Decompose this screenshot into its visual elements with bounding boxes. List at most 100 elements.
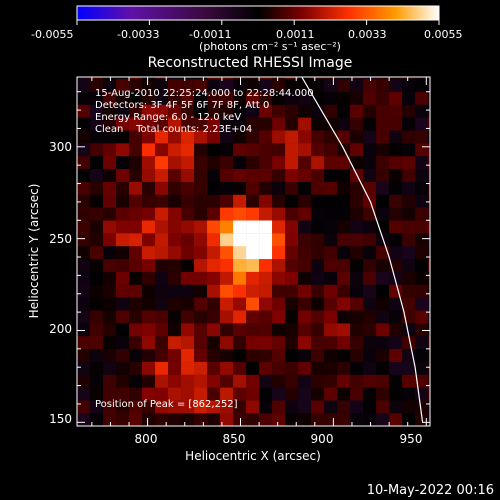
heatmap-cell	[285, 194, 299, 208]
heatmap-cell	[194, 91, 208, 105]
heatmap-cell	[272, 220, 286, 234]
heatmap-cell	[285, 335, 299, 350]
heatmap-cell	[389, 361, 403, 375]
heatmap-cell	[77, 207, 91, 221]
heatmap-cell	[233, 413, 247, 426]
heatmap-cell	[220, 271, 234, 285]
heatmap-cell	[142, 130, 156, 144]
heatmap-cell	[389, 91, 403, 105]
heatmap-cell	[337, 374, 351, 388]
heatmap-cell	[116, 284, 130, 298]
heatmap-cell	[142, 181, 156, 195]
heatmap-cell	[168, 155, 182, 170]
heatmap-cell	[428, 271, 430, 285]
heatmap-cell	[285, 297, 299, 311]
heatmap-cell	[181, 413, 195, 426]
heatmap-cell	[207, 374, 221, 388]
heatmap-cell	[311, 78, 325, 92]
heatmap-cell	[246, 104, 260, 118]
heatmap-cell	[415, 374, 429, 388]
heatmap-cell	[194, 117, 208, 131]
heatmap-cell	[220, 143, 234, 157]
heatmap-cell	[181, 245, 195, 260]
heatmap-cell	[77, 245, 91, 260]
heatmap-cell	[246, 220, 260, 234]
heatmap-cell	[116, 258, 130, 272]
heatmap-cell	[116, 168, 130, 182]
heatmap-cell	[90, 258, 104, 272]
heatmap-cell	[376, 297, 390, 311]
heatmap-cell	[155, 91, 169, 105]
heatmap-cell	[168, 400, 182, 414]
heatmap-cell	[90, 297, 104, 311]
heatmap-cell	[90, 335, 104, 350]
heatmap-cell	[155, 233, 169, 247]
heatmap-cell	[337, 194, 351, 208]
heatmap-cell	[207, 194, 221, 208]
heatmap-cell	[363, 374, 377, 388]
heatmap-cell	[194, 104, 208, 118]
heatmap-cell	[389, 130, 403, 144]
heatmap-cell	[168, 233, 182, 247]
heatmap-cell	[259, 335, 273, 350]
heatmap-cell	[337, 155, 351, 170]
heatmap-cell	[415, 258, 429, 272]
heatmap-cell	[272, 271, 286, 285]
heatmap-cell	[155, 78, 169, 92]
heatmap-cell	[194, 335, 208, 350]
heatmap-cell	[77, 284, 91, 298]
heatmap-cell	[259, 258, 273, 272]
heatmap-cell	[337, 335, 351, 350]
heatmap-cell	[324, 374, 338, 388]
heatmap-cell	[142, 400, 156, 414]
heatmap-cell	[285, 271, 299, 285]
heatmap-cell	[298, 245, 312, 260]
heatmap-cell	[233, 310, 247, 324]
heatmap-cell	[259, 143, 273, 157]
heatmap-cell	[90, 117, 104, 131]
heatmap-cell	[428, 194, 430, 208]
heatmap-cell	[311, 220, 325, 234]
heatmap-cell	[129, 91, 143, 105]
heatmap-cell	[402, 297, 416, 311]
heatmap-cell	[103, 284, 117, 298]
heatmap-cell	[129, 233, 143, 247]
heatmap-cell	[207, 387, 221, 401]
heatmap-cell	[376, 207, 390, 221]
heatmap-cell	[181, 181, 195, 195]
heatmap-cell	[298, 155, 312, 170]
heatmap-cell	[337, 348, 351, 362]
heatmap-cell	[272, 400, 286, 414]
heatmap-cell	[233, 258, 247, 272]
heatmap-cell	[298, 77, 312, 80]
heatmap-cell	[363, 387, 377, 401]
heatmap-cell	[272, 78, 286, 92]
heatmap-cell	[337, 104, 351, 118]
colorbar-tick-label: 0.0011	[276, 28, 315, 41]
heatmap-cell	[389, 400, 403, 414]
heatmap-cell	[285, 220, 299, 234]
heatmap-cell	[428, 143, 430, 157]
heatmap-cell	[311, 335, 325, 350]
heatmap-cell	[298, 310, 312, 324]
heatmap-cell	[246, 258, 260, 272]
heatmap-cell	[311, 310, 325, 324]
heatmap-cell	[90, 168, 104, 182]
heatmap-cell	[220, 258, 234, 272]
heatmap-cell	[337, 130, 351, 144]
heatmap-cell	[259, 310, 273, 324]
heatmap-cell	[155, 297, 169, 311]
heatmap-cell	[376, 387, 390, 401]
heatmap-cell	[220, 181, 234, 195]
heatmap-cell	[298, 297, 312, 311]
heatmap-cell	[337, 220, 351, 234]
heatmap-cell	[194, 77, 208, 80]
heatmap-cell	[168, 310, 182, 324]
heatmap-cell	[194, 233, 208, 247]
heatmap-cell	[311, 400, 325, 414]
heatmap-cell	[155, 284, 169, 298]
heatmap-cell	[415, 310, 429, 324]
heatmap-cell	[103, 117, 117, 131]
heatmap-cell	[246, 284, 260, 298]
heatmap-cell	[363, 78, 377, 92]
